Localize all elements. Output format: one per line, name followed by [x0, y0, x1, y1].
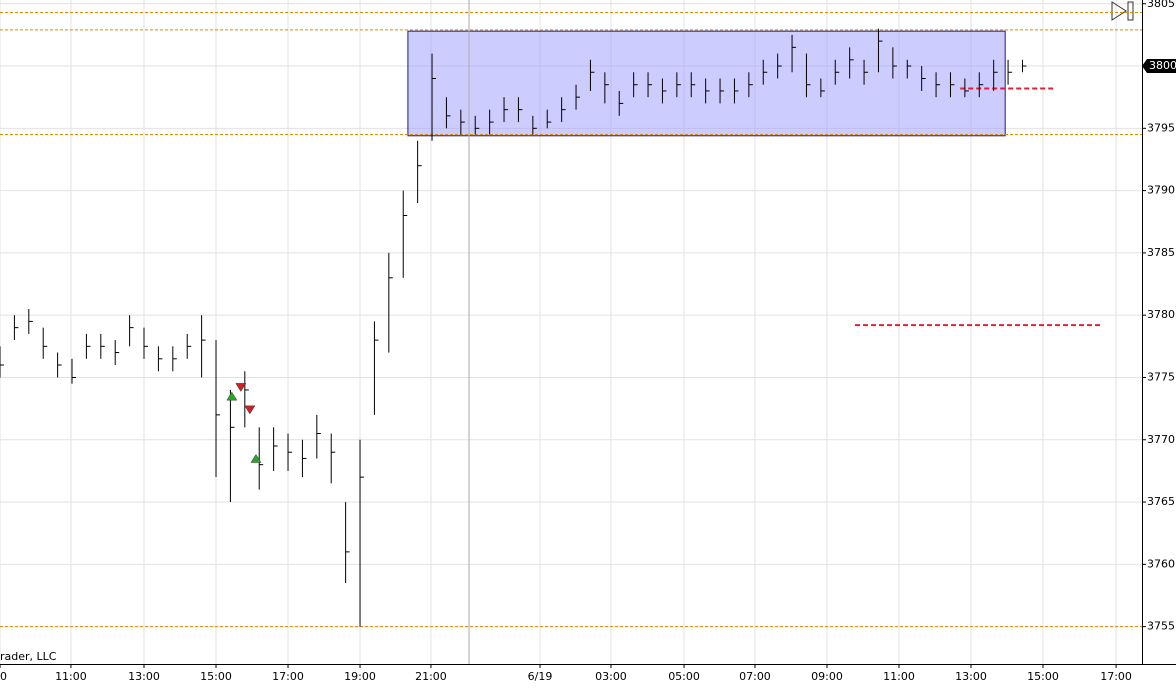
last-price-label: 3800	[1149, 59, 1176, 72]
nav-icon[interactable]	[1111, 1, 1134, 21]
x-tick-label: 11:00	[883, 670, 915, 683]
x-tick-label: 11:00	[55, 670, 87, 683]
watermark: rader, LLC	[0, 650, 57, 663]
x-tick-label: 13:00	[955, 670, 987, 683]
y-tick-label: 3780.	[1147, 308, 1176, 321]
y-tick-label: 3770.	[1147, 433, 1176, 446]
x-tick-label: 09:00	[811, 670, 843, 683]
y-tick-label: 3775.	[1147, 370, 1176, 383]
x-tick-label: 15:00	[200, 670, 232, 683]
last-price-box	[1142, 59, 1176, 74]
y-tick-label: 3790.	[1147, 184, 1176, 197]
y-tick-label: 3760.	[1147, 557, 1176, 570]
trade-marker	[250, 453, 262, 463]
scroll-end-icon[interactable]	[1111, 1, 1134, 21]
range-box	[407, 30, 1006, 137]
trade-marker	[226, 391, 238, 401]
y-tick-label: 3765.	[1147, 495, 1176, 508]
x-tick-label: 03:00	[595, 670, 627, 683]
y-tick-label: 3805.	[1147, 0, 1176, 10]
y-tick-label: 3755.	[1147, 620, 1176, 633]
y-tick-label: 3795.	[1147, 121, 1176, 134]
x-tick-label: 17:00	[272, 670, 304, 683]
x-tick-label: 17:00	[1100, 670, 1132, 683]
x-tick-label: 21:00	[415, 670, 447, 683]
x-tick-label: 19:00	[344, 670, 376, 683]
x-tick-label: 15:00	[1027, 670, 1059, 683]
trade-marker	[235, 383, 247, 392]
trade-marker	[244, 405, 256, 415]
x-tick-label: 13:00	[128, 670, 160, 683]
x-tick-label: 07:00	[739, 670, 771, 683]
x-tick-label: 05:00	[668, 670, 700, 683]
x-tick-label: 6/19	[528, 670, 553, 683]
y-tick-label: 3785.	[1147, 246, 1176, 259]
x-tick-label: 00	[0, 670, 7, 683]
